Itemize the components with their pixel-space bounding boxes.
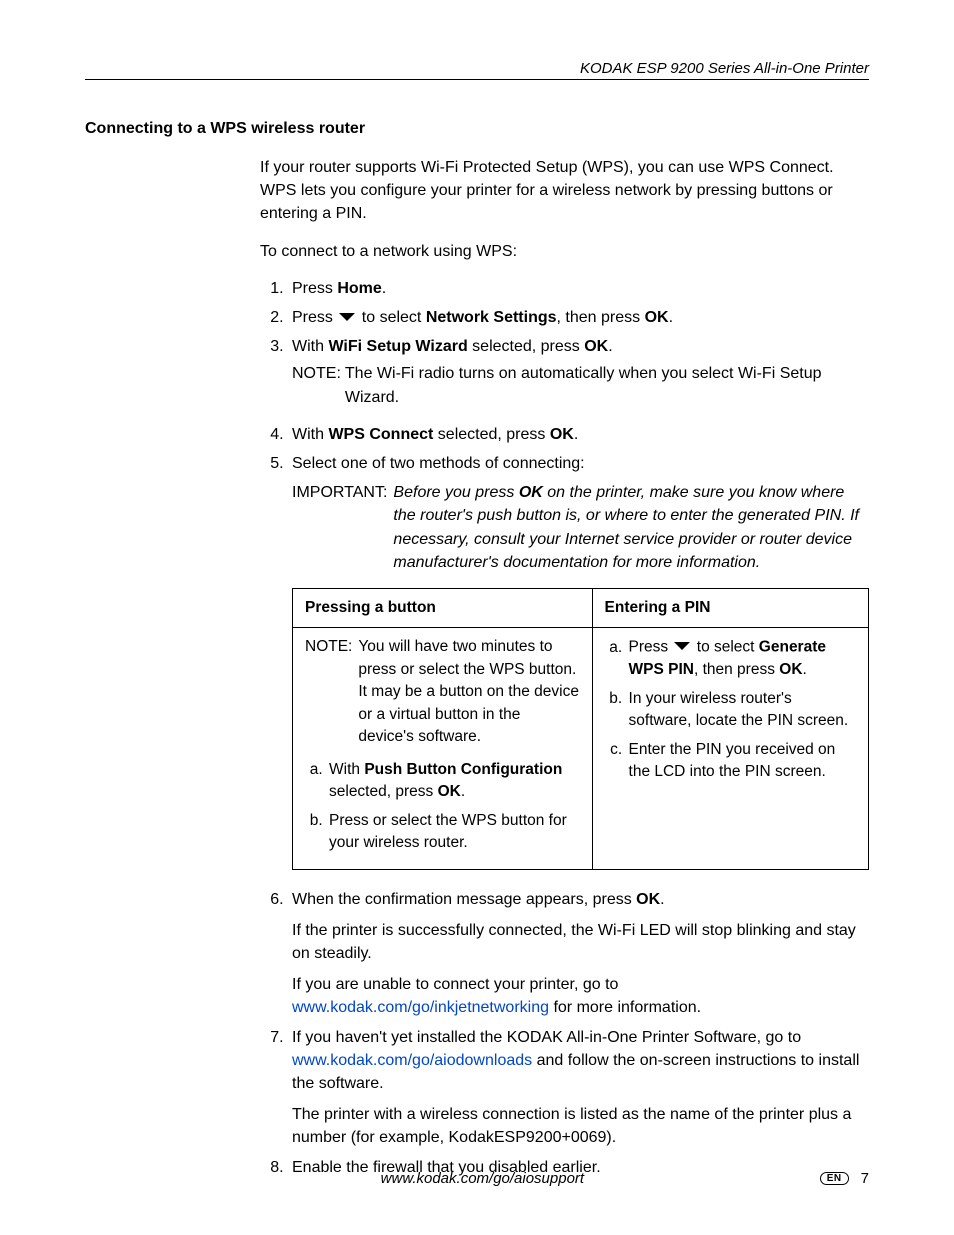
text: Press bbox=[292, 280, 337, 297]
link-aiodownloads[interactable]: www.kodak.com/go/aiodownloads bbox=[292, 1052, 532, 1069]
left-sublist: With Push Button Configuration selected,… bbox=[305, 759, 580, 855]
step-5: Select one of two methods of connecting:… bbox=[288, 452, 869, 870]
lead-paragraph: To connect to a network using WPS: bbox=[260, 240, 869, 263]
list-item: With Push Button Configuration selected,… bbox=[327, 759, 580, 804]
section-heading: Connecting to a WPS wireless router bbox=[85, 120, 869, 138]
text: . bbox=[660, 891, 664, 908]
step-6: When the confirmation message appears, p… bbox=[288, 888, 869, 1020]
text: When the confirmation message appears, p… bbox=[292, 891, 636, 908]
text: selected, press bbox=[329, 783, 438, 800]
step-1: Press Home. bbox=[288, 277, 869, 300]
body-content: If your router supports Wi-Fi Protected … bbox=[260, 156, 869, 1179]
text: With bbox=[329, 761, 364, 778]
table-cell-right: Press to select Generate WPS PIN, then p… bbox=[592, 628, 868, 869]
text: Before you press bbox=[393, 484, 518, 501]
list-item: Enter the PIN you received on the LCD in… bbox=[627, 739, 856, 784]
page-header: KODAK ESP 9200 Series All-in-One Printer bbox=[85, 60, 869, 80]
text-bold: WiFi Setup Wizard bbox=[328, 338, 467, 355]
text-bold: OK bbox=[779, 661, 802, 678]
step-3: With WiFi Setup Wizard selected, press O… bbox=[288, 335, 869, 409]
footer-url: www.kodak.com/go/aiosupport bbox=[145, 1170, 820, 1187]
text: With bbox=[292, 426, 328, 443]
text-bold: OK bbox=[636, 891, 660, 908]
text: . bbox=[574, 426, 578, 443]
cell-note: NOTE: You will have two minutes to press… bbox=[305, 636, 580, 748]
intro-paragraph: If your router supports Wi-Fi Protected … bbox=[260, 156, 869, 226]
text-bold: OK bbox=[645, 309, 669, 326]
text-bold: WPS Connect bbox=[328, 426, 433, 443]
step-7-p: The printer with a wireless connection i… bbox=[292, 1103, 869, 1149]
important-note: IMPORTANT: Before you press OK on the pr… bbox=[292, 481, 869, 574]
list-item: Press or select the WPS button for your … bbox=[327, 810, 580, 855]
text-bold: OK bbox=[438, 783, 461, 800]
text: Press bbox=[292, 309, 337, 326]
text: , then press bbox=[557, 309, 645, 326]
step-2: Press to select Network Settings, then p… bbox=[288, 306, 869, 329]
right-sublist: Press to select Generate WPS PIN, then p… bbox=[605, 636, 856, 783]
text: to select bbox=[692, 639, 758, 656]
note-label: NOTE: bbox=[292, 362, 345, 408]
note-text: You will have two minutes to press or se… bbox=[358, 636, 579, 748]
text: for more information. bbox=[549, 999, 701, 1016]
text: Select one of two methods of connecting: bbox=[292, 455, 585, 472]
steps-list-cont: With WPS Connect selected, press OK. Sel… bbox=[260, 423, 869, 1179]
text: selected, press bbox=[468, 338, 585, 355]
list-item: Press to select Generate WPS PIN, then p… bbox=[627, 636, 856, 681]
text: . bbox=[803, 661, 807, 678]
text-bold: Home bbox=[337, 280, 381, 297]
language-badge: EN bbox=[820, 1172, 849, 1185]
note-label: NOTE: bbox=[305, 636, 358, 748]
text: Press bbox=[629, 639, 673, 656]
link-inkjet[interactable]: www.kodak.com/go/inkjetnetworking bbox=[292, 999, 549, 1016]
text: to select bbox=[357, 309, 425, 326]
step-4: With WPS Connect selected, press OK. bbox=[288, 423, 869, 446]
list-item: In your wireless router's software, loca… bbox=[627, 688, 856, 733]
important-text: Before you press OK on the printer, make… bbox=[393, 481, 869, 574]
step-6-p2: If you are unable to connect your printe… bbox=[292, 973, 869, 1019]
text: If you are unable to connect your printe… bbox=[292, 976, 618, 993]
text-bold: OK bbox=[584, 338, 608, 355]
text: If you haven't yet installed the KODAK A… bbox=[292, 1029, 801, 1046]
step-3-note: NOTE: The Wi-Fi radio turns on automatic… bbox=[292, 362, 869, 408]
methods-table: Pressing a button Entering a PIN NOTE: Y… bbox=[292, 588, 869, 870]
note-text: The Wi-Fi radio turns on automatically w… bbox=[345, 362, 869, 408]
down-arrow-icon bbox=[339, 306, 355, 329]
text: . bbox=[608, 338, 612, 355]
text-bold: OK bbox=[550, 426, 574, 443]
step-7: If you haven't yet installed the KODAK A… bbox=[288, 1026, 869, 1150]
important-label: IMPORTANT: bbox=[292, 481, 393, 574]
steps-list: Press Home. Press to select Network Sett… bbox=[260, 277, 869, 409]
text: , then press bbox=[694, 661, 779, 678]
page-footer: www.kodak.com/go/aiosupport EN 7 bbox=[85, 1170, 869, 1187]
down-arrow-icon bbox=[674, 636, 690, 658]
table-header-left: Pressing a button bbox=[293, 588, 593, 627]
text: . bbox=[461, 783, 465, 800]
step-6-p1: If the printer is successfully connected… bbox=[292, 919, 869, 965]
text-bold: Network Settings bbox=[426, 309, 557, 326]
table-header-right: Entering a PIN bbox=[592, 588, 868, 627]
table-cell-left: NOTE: You will have two minutes to press… bbox=[293, 628, 593, 869]
text-bold: OK bbox=[519, 484, 543, 501]
text: With bbox=[292, 338, 328, 355]
text: . bbox=[382, 280, 386, 297]
text-bold: Push Button Configuration bbox=[364, 761, 562, 778]
page-number: 7 bbox=[861, 1170, 869, 1187]
text: . bbox=[669, 309, 673, 326]
text: selected, press bbox=[433, 426, 550, 443]
